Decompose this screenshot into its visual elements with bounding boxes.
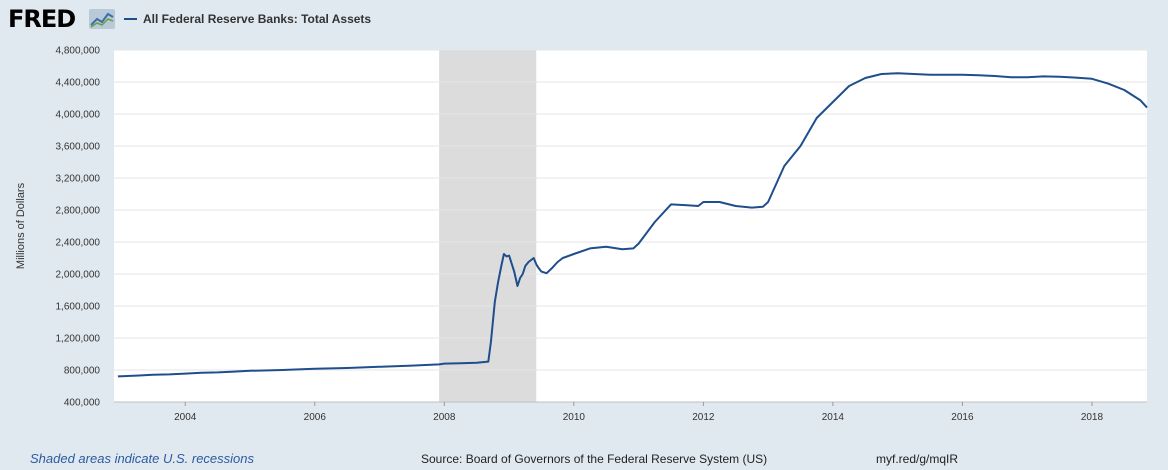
- source-text[interactable]: Source: Board of Governors of the Federa…: [421, 452, 768, 466]
- x-tick-label: 2004: [174, 412, 197, 423]
- x-tick-label: 2010: [563, 412, 586, 423]
- plot-area: [114, 50, 1147, 402]
- x-tick-label: 2012: [692, 412, 715, 423]
- x-tick-label: 2018: [1081, 412, 1104, 423]
- series-line-total-assets[interactable]: [117, 72, 1148, 378]
- recession-shade: [439, 50, 537, 402]
- legend-swatch: [124, 18, 137, 20]
- y-tick-label: 1,200,000: [56, 334, 101, 345]
- y-tick-label: 2,800,000: [56, 206, 101, 217]
- chart-header: FRED All Federal Reserve Banks: Total As…: [0, 0, 1168, 40]
- y-tick-label: 1,600,000: [56, 302, 101, 313]
- y-tick-label: 800,000: [64, 366, 101, 377]
- x-tick-label: 2014: [822, 412, 845, 423]
- x-tick-label: 2006: [304, 412, 327, 423]
- y-tick-label: 2,400,000: [56, 238, 101, 249]
- legend-label[interactable]: All Federal Reserve Banks: Total Assets: [143, 12, 372, 26]
- y-tick-label: 4,000,000: [56, 110, 101, 121]
- short-url-link[interactable]: myf.red/g/mqIR: [876, 452, 959, 466]
- line-chart-icon: [89, 9, 115, 29]
- legend: All Federal Reserve Banks: Total Assets: [124, 10, 371, 28]
- y-tick-label: 4,400,000: [56, 78, 101, 89]
- fred-logo[interactable]: FRED: [8, 5, 76, 33]
- y-axis-title: Millions of Dollars: [15, 182, 27, 269]
- y-tick-label: 400,000: [64, 398, 101, 409]
- recession-note: Shaded areas indicate U.S. recessions: [30, 451, 255, 466]
- y-tick-label: 2,000,000: [56, 270, 101, 281]
- y-tick-label: 3,200,000: [56, 174, 101, 185]
- x-tick-label: 2016: [951, 412, 974, 423]
- y-tick-label: 4,800,000: [56, 46, 101, 57]
- y-tick-label: 3,600,000: [56, 142, 101, 153]
- x-tick-label: 2008: [433, 412, 456, 423]
